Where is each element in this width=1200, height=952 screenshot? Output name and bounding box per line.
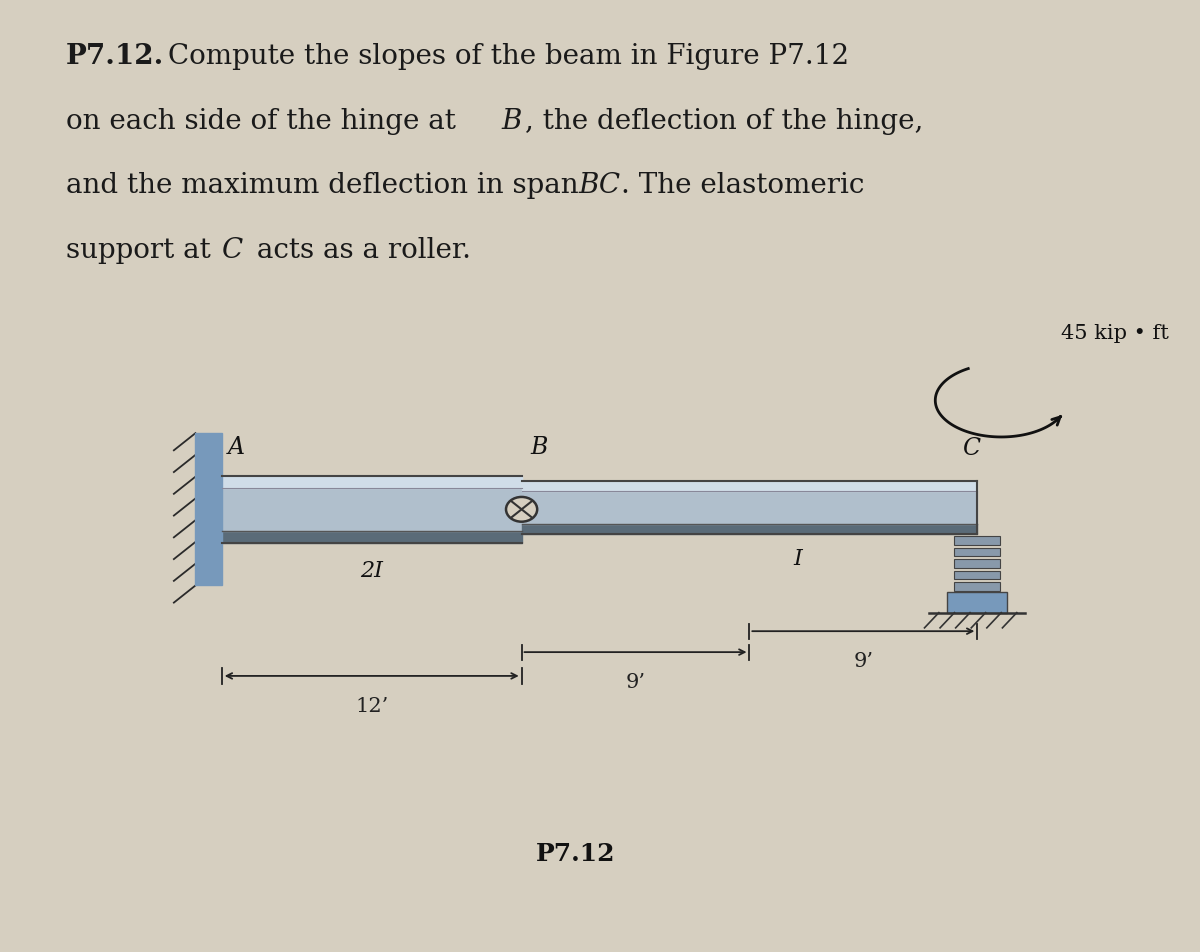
Bar	[222, 488, 522, 530]
Bar	[954, 548, 1000, 556]
Text: 2I: 2I	[360, 560, 383, 582]
Text: and the maximum deflection in span: and the maximum deflection in span	[66, 172, 588, 199]
Text: B: B	[530, 436, 547, 459]
Text: 45 kip • ft: 45 kip • ft	[1061, 325, 1169, 343]
Text: 12’: 12’	[355, 697, 389, 716]
Text: BC: BC	[578, 172, 620, 199]
Bar	[522, 525, 977, 533]
Bar	[196, 433, 222, 585]
Text: P7.12.: P7.12.	[66, 43, 164, 69]
Text: I: I	[793, 548, 802, 570]
Text: B: B	[502, 108, 522, 134]
Text: on each side of the hinge at: on each side of the hinge at	[66, 108, 464, 134]
Text: C: C	[962, 437, 980, 460]
Text: 9’: 9’	[853, 652, 874, 671]
Text: C: C	[222, 237, 244, 264]
Text: , the deflection of the hinge,: , the deflection of the hinge,	[526, 108, 924, 134]
Bar	[222, 476, 522, 488]
Text: A: A	[228, 436, 245, 459]
Bar	[954, 560, 1000, 567]
Bar	[954, 583, 1000, 590]
Bar	[522, 490, 977, 525]
Bar	[222, 530, 522, 543]
Text: 9’: 9’	[625, 673, 646, 692]
Circle shape	[506, 497, 538, 522]
Bar	[522, 482, 977, 490]
Bar	[947, 591, 1007, 613]
Bar	[954, 537, 1000, 545]
Text: acts as a roller.: acts as a roller.	[248, 237, 472, 264]
Bar	[954, 571, 1000, 579]
Text: Compute the slopes of the beam in Figure P7.12: Compute the slopes of the beam in Figure…	[168, 43, 848, 69]
Text: . The elastomeric: . The elastomeric	[622, 172, 864, 199]
Text: support at: support at	[66, 237, 220, 264]
Text: P7.12: P7.12	[536, 843, 616, 866]
